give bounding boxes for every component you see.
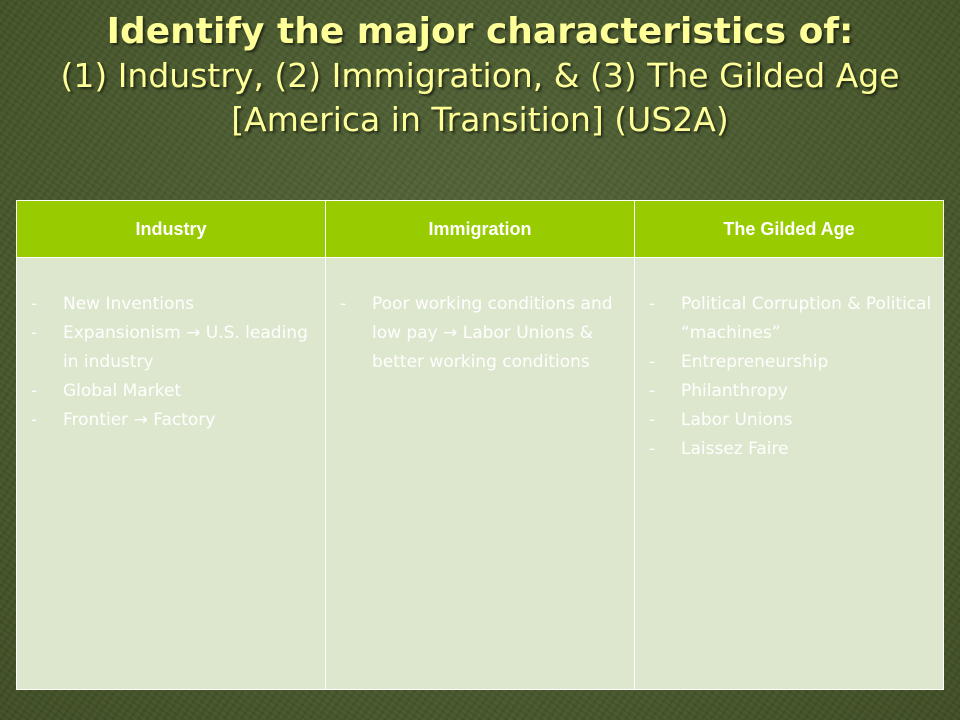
slide-title: Identify the major characteristics of: (… <box>0 10 960 142</box>
header-immigration: Immigration <box>325 200 635 258</box>
list-item: - New Inventions <box>31 290 315 319</box>
bullet-dash: - <box>31 381 38 401</box>
list-item: - Philanthropy <box>649 377 933 406</box>
bullet-dash: - <box>649 381 656 401</box>
list-item-text: Global Market <box>63 381 182 401</box>
list-item: - Global Market <box>31 377 315 406</box>
list-item-text: New Inventions <box>63 294 194 314</box>
list-item: - Entrepreneurship <box>649 348 933 377</box>
list-item-text: Laissez Faire <box>681 439 789 459</box>
bullet-dash: - <box>31 410 38 430</box>
list-item: - Expansionism → U.S. leading in industry <box>31 319 315 377</box>
slide-title-subtitle: (1) Industry, (2) Immigration, & (3) The… <box>60 56 900 139</box>
list-item-text: Labor Unions <box>681 410 793 430</box>
cell-industry: - New Inventions - Expansionism → U.S. lead… <box>16 257 326 690</box>
list-item-text: Political Corruption & Political “machin… <box>681 294 932 343</box>
list-item: - Labor Unions <box>649 406 933 435</box>
list-item-text: Expansionism → U.S. leading in industry <box>63 323 308 372</box>
header-gilded-age: The Gilded Age <box>634 200 944 258</box>
bullet-dash: - <box>649 294 656 314</box>
list-item-text: Frontier → Factory <box>63 410 216 430</box>
list-item: - Political Corruption & Political “machi… <box>649 290 933 348</box>
bullet-dash: - <box>649 439 656 459</box>
header-industry: Industry <box>16 200 326 258</box>
cell-immigration: - Poor working conditions and low pay → L… <box>325 257 635 690</box>
list-item-text: Poor working conditions and low pay → La… <box>372 294 613 372</box>
cell-gilded-age: - Political Corruption & Political “machi… <box>634 257 944 690</box>
bullet-dash: - <box>649 410 656 430</box>
gilded-age-list: - Political Corruption & Political “machi… <box>649 290 933 464</box>
industry-list: - New Inventions - Expansionism → U.S. lead… <box>31 290 315 435</box>
bullet-dash: - <box>31 323 38 343</box>
list-item-text: Entrepreneurship <box>681 352 829 372</box>
table-body-row: - New Inventions - Expansionism → U.S. lead… <box>16 257 944 690</box>
immigration-list: - Poor working conditions and low pay → L… <box>340 290 624 377</box>
bullet-dash: - <box>649 352 656 372</box>
characteristics-table: Industry Immigration The Gilded Age - New… <box>16 200 944 690</box>
list-item: - Frontier → Factory <box>31 406 315 435</box>
bullet-dash: - <box>340 294 347 314</box>
list-item: - Laissez Faire <box>649 435 933 464</box>
list-item: - Poor working conditions and low pay → L… <box>340 290 624 377</box>
table-header-row: Industry Immigration The Gilded Age <box>16 200 944 258</box>
list-item-text: Philanthropy <box>681 381 788 401</box>
slide-title-bold: Identify the major characteristics of: <box>106 11 854 52</box>
bullet-dash: - <box>31 294 38 314</box>
